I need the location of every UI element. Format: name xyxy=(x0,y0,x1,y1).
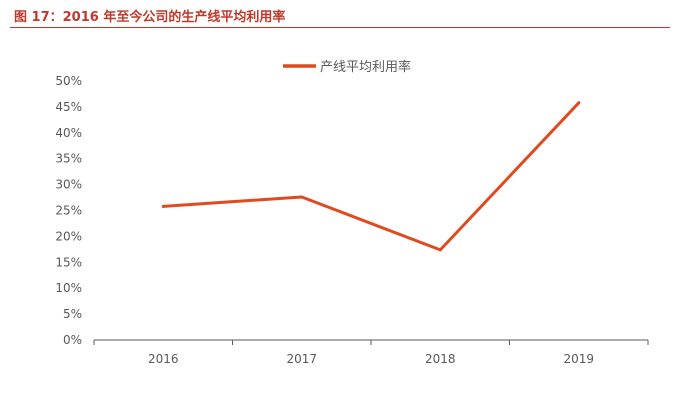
data-point xyxy=(577,101,581,105)
x-tick-label: 2018 xyxy=(425,352,456,366)
y-tick-label: 5% xyxy=(63,307,82,321)
y-axis-ticks: 0% 5% 10% 15% 20% 25% 30% 35% 40% 45% 50% xyxy=(55,74,82,347)
legend: 产线平均利用率 xyxy=(283,59,411,75)
title-divider xyxy=(10,27,670,28)
series-line xyxy=(161,101,581,252)
y-tick-label: 50% xyxy=(55,74,82,88)
y-tick-label: 30% xyxy=(55,178,82,192)
data-point xyxy=(438,248,442,252)
data-point xyxy=(300,195,304,199)
series xyxy=(161,101,581,252)
y-tick-label: 20% xyxy=(55,229,82,243)
y-tick-label: 35% xyxy=(55,152,82,166)
y-tick-label: 25% xyxy=(55,204,82,218)
x-axis: 2016 2017 2018 2019 xyxy=(93,339,649,366)
y-tick-label: 0% xyxy=(63,333,82,347)
y-tick-label: 45% xyxy=(55,100,82,114)
x-tick-label: 2017 xyxy=(286,352,317,366)
x-tick-label: 2016 xyxy=(148,352,179,366)
y-tick-label: 10% xyxy=(55,281,82,295)
data-point xyxy=(161,204,165,208)
figure-title: 图 17：2016 年至今公司的生产线平均利用率 xyxy=(14,10,286,25)
y-tick-label: 15% xyxy=(55,255,82,269)
y-tick-label: 40% xyxy=(55,126,82,140)
legend-label: 产线平均利用率 xyxy=(320,59,411,75)
x-tick-label: 2019 xyxy=(563,352,594,366)
